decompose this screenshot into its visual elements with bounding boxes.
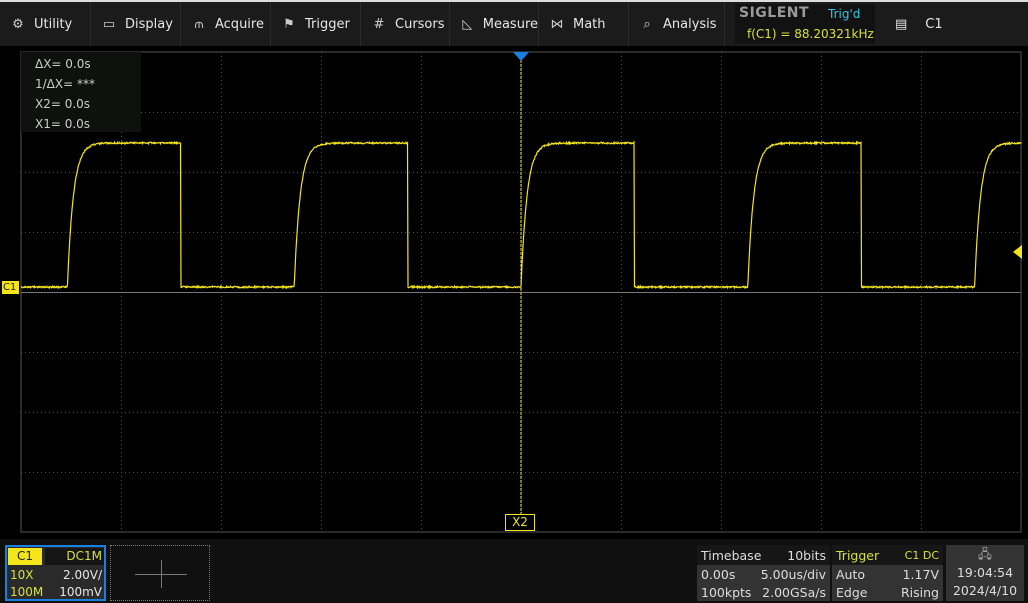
channel-c1-marker[interactable]: C1	[2, 281, 19, 294]
network-icon: 🖧	[946, 545, 1024, 565]
clock-panel: 🖧 19:04:54 2024/4/10	[946, 545, 1024, 601]
cursor-delta-x: ΔX= 0.0s	[35, 54, 141, 74]
waveform-grid	[0, 0, 1028, 536]
cursor-x1: X1= 0.0s	[35, 114, 141, 134]
trigger-level-marker	[1013, 245, 1022, 259]
status-bar: C1 DC1M 10X 2.00V/ 100M 100mV Timebase 10bi…	[0, 536, 1028, 603]
timebase-panel[interactable]: Timebase 10bits 0.00s 5.00us/div 100kpts 2.…	[697, 545, 830, 601]
cursor-inverse-delta-x: 1/ΔX= ***	[35, 74, 141, 94]
add-channel-button[interactable]	[110, 545, 210, 601]
cursor-readout: ΔX= 0.0s 1/ΔX= *** X2= 0.0s X1= 0.0s	[21, 52, 141, 132]
trigger-panel[interactable]: Trigger C1 DC Auto 1.17V Edge Rising	[832, 545, 943, 601]
channel-c1-info[interactable]: C1 DC1M 10X 2.00V/ 100M 100mV	[5, 545, 106, 601]
trigger-position-marker	[513, 52, 529, 61]
cursor-x2: X2= 0.0s	[35, 94, 141, 114]
cursor-x2-label[interactable]: X2	[505, 514, 535, 531]
